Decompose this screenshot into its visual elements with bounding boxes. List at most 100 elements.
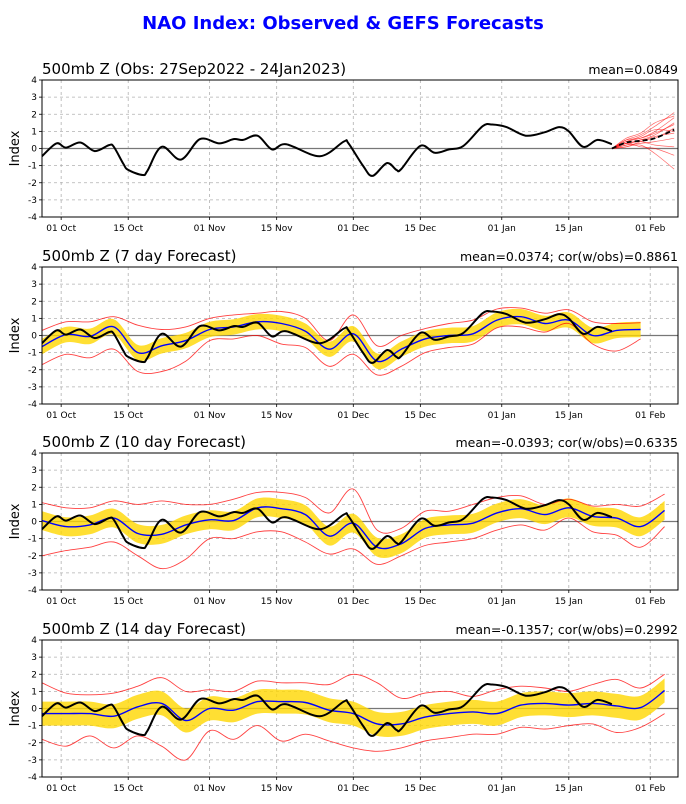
y-axis-label: Index (8, 503, 23, 539)
x-tick-label: 01 Feb (635, 224, 666, 234)
panel-title: 500mb Z (14 day Forecast) (42, 620, 246, 638)
y-tick-label: -2 (28, 366, 37, 376)
panel-3: -4 -3 -2 -1 0 1 2 3 4 01 Oct 15 Oct 01 Nov 15 Nov 01 … (8, 433, 679, 607)
forecast-mean-line (611, 128, 675, 150)
y-tick-label: 2 (31, 483, 37, 493)
x-tick-label: 01 Oct (46, 411, 76, 421)
panel-1: -4 -3 -2 -1 0 1 2 3 4 01 Oct 15 Oct 01 Nov 15 Nov 01 … (8, 60, 679, 234)
x-tick-label: 01 Feb (635, 597, 666, 607)
x-tick-label: 15 Dec (404, 411, 436, 421)
x-tick-label: 15 Nov (261, 224, 294, 234)
plot-frame (41, 639, 679, 778)
x-tick-label: 01 Oct (46, 224, 76, 234)
x-tick-label: 15 Oct (113, 411, 143, 421)
x-tick-label: 15 Nov (261, 411, 294, 421)
panel-stat: mean=-0.1357; cor(w/obs)=0.2992 (455, 622, 678, 637)
y-tick-label: -2 (28, 179, 37, 189)
y-tick-label: 1 (31, 687, 37, 697)
y-tick-label: 2 (31, 670, 37, 680)
panel-stat: mean=-0.0393; cor(w/obs)=0.6335 (455, 435, 678, 450)
x-tick-label: 01 Jan (488, 411, 516, 421)
x-tick-label: 15 Oct (113, 597, 143, 607)
x-tick-label: 01 Nov (194, 784, 227, 794)
ensemble-mean-line (42, 689, 666, 726)
panel-stat: mean=0.0849 (588, 62, 678, 77)
y-tick-label: 4 (31, 636, 37, 646)
x-tick-label: 01 Nov (194, 411, 227, 421)
ensemble-min-line (41, 713, 665, 761)
panel-title: 500mb Z (10 day Forecast) (42, 433, 246, 451)
x-tick-label: 01 Feb (635, 784, 666, 794)
y-tick-label: 2 (31, 110, 37, 120)
spread-band (42, 308, 641, 370)
y-tick-label: -3 (28, 383, 37, 393)
y-tick-label: -1 (28, 722, 37, 732)
x-tick-label: 15 Dec (404, 597, 436, 607)
x-tick-label: 15 Oct (113, 224, 143, 234)
y-tick-label: -4 (28, 586, 37, 596)
x-tick-label: 01 Dec (337, 411, 369, 421)
x-tick-label: 01 Jan (488, 224, 516, 234)
ensemble-max-line (41, 307, 641, 347)
plot-frame (41, 452, 679, 591)
panel-title: 500mb Z (7 day Forecast) (42, 247, 236, 265)
y-tick-label: 1 (31, 127, 37, 137)
observed-line (41, 123, 613, 177)
ensemble-member-line (611, 124, 675, 149)
panel-stat: mean=0.0374; cor(w/obs)=0.8861 (460, 249, 678, 264)
x-tick-label: 15 Nov (261, 784, 294, 794)
ensemble-min-line (41, 322, 641, 376)
y-tick-label: 3 (31, 93, 37, 103)
x-tick-label: 01 Jan (488, 784, 516, 794)
y-axis-label: Index (8, 317, 23, 353)
observed-line (41, 496, 613, 550)
spread-band (42, 678, 665, 737)
y-tick-label: 0 (31, 332, 37, 342)
y-tick-label: -3 (28, 196, 37, 206)
ensemble-max-line (41, 673, 665, 699)
y-tick-label: 4 (31, 76, 37, 86)
y-tick-label: -2 (28, 739, 37, 749)
x-tick-label: 15 Jan (555, 597, 583, 607)
x-tick-label: 01 Oct (46, 597, 76, 607)
y-tick-label: -4 (28, 213, 37, 223)
x-tick-label: 01 Dec (337, 597, 369, 607)
y-tick-label: -4 (28, 773, 37, 783)
x-tick-label: 01 Dec (337, 224, 369, 234)
ensemble-min-line (41, 517, 665, 570)
panel-title: 500mb Z (Obs: 27Sep2022 - 24Jan2023) (42, 60, 346, 78)
y-tick-label: 2 (31, 297, 37, 307)
x-tick-label: 15 Nov (261, 597, 294, 607)
y-tick-label: -2 (28, 552, 37, 562)
plot-frame (41, 266, 679, 405)
y-tick-label: 1 (31, 314, 37, 324)
x-tick-label: 15 Jan (555, 224, 583, 234)
y-tick-label: -3 (28, 569, 37, 579)
observed-line (41, 310, 613, 364)
chart-title: NAO Index: Observed & GEFS Forecasts (142, 13, 544, 34)
x-tick-label: 15 Jan (555, 784, 583, 794)
y-tick-label: -1 (28, 535, 37, 545)
y-tick-label: 4 (31, 449, 37, 459)
x-tick-label: 01 Nov (194, 224, 227, 234)
y-tick-label: -1 (28, 349, 37, 359)
x-tick-label: 01 Nov (194, 597, 227, 607)
y-tick-label: 1 (31, 500, 37, 510)
y-tick-label: -4 (28, 400, 37, 410)
y-tick-label: -1 (28, 162, 37, 172)
y-axis-label: Index (8, 130, 23, 166)
y-tick-label: 4 (31, 263, 37, 273)
y-tick-label: 3 (31, 466, 37, 476)
panel-4: -4 -3 -2 -1 0 1 2 3 4 01 Oct 15 Oct 01 Nov 15 Nov 01 … (8, 620, 679, 794)
x-tick-label: 15 Dec (404, 784, 436, 794)
y-tick-label: 0 (31, 705, 37, 715)
x-tick-label: 01 Feb (635, 411, 666, 421)
x-tick-label: 01 Oct (46, 784, 76, 794)
y-tick-label: -3 (28, 756, 37, 766)
x-tick-label: 01 Jan (488, 597, 516, 607)
x-tick-label: 15 Jan (555, 411, 583, 421)
panel-2: -4 -3 -2 -1 0 1 2 3 4 01 Oct 15 Oct 01 Nov 15 Nov 01 … (8, 247, 679, 421)
x-tick-label: 15 Oct (113, 784, 143, 794)
y-tick-label: 0 (31, 518, 37, 528)
